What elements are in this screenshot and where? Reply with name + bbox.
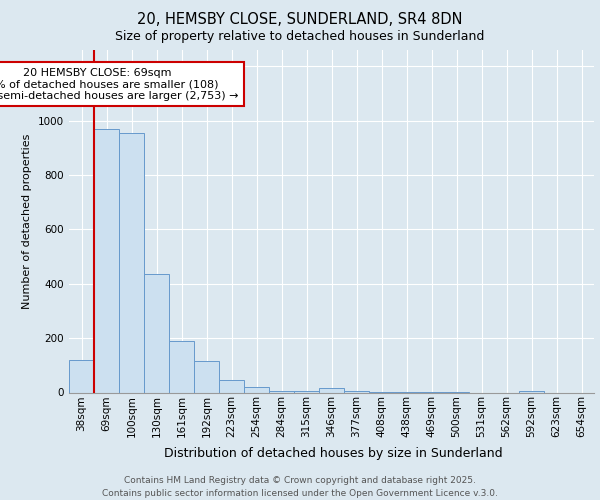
Bar <box>94 129 119 392</box>
Text: Contains public sector information licensed under the Open Government Licence v.: Contains public sector information licen… <box>102 489 498 498</box>
Bar <box>344 391 369 392</box>
Bar <box>244 387 269 392</box>
Text: Size of property relative to detached houses in Sunderland: Size of property relative to detached ho… <box>115 30 485 43</box>
Bar <box>169 341 194 392</box>
Bar <box>119 133 144 392</box>
Bar <box>269 391 294 392</box>
Bar <box>194 361 219 392</box>
Bar <box>144 274 169 392</box>
Bar <box>319 388 344 392</box>
Bar <box>294 391 319 392</box>
Text: Distribution of detached houses by size in Sunderland: Distribution of detached houses by size … <box>164 448 502 460</box>
Text: 20 HEMSBY CLOSE: 69sqm
← 4% of detached houses are smaller (108)
96% of semi-det: 20 HEMSBY CLOSE: 69sqm ← 4% of detached … <box>0 68 239 101</box>
Bar <box>219 380 244 392</box>
Bar <box>519 391 544 392</box>
Text: Contains HM Land Registry data © Crown copyright and database right 2025.: Contains HM Land Registry data © Crown c… <box>124 476 476 485</box>
Bar <box>69 360 94 392</box>
Y-axis label: Number of detached properties: Number of detached properties <box>22 134 32 309</box>
Text: 20, HEMSBY CLOSE, SUNDERLAND, SR4 8DN: 20, HEMSBY CLOSE, SUNDERLAND, SR4 8DN <box>137 12 463 28</box>
